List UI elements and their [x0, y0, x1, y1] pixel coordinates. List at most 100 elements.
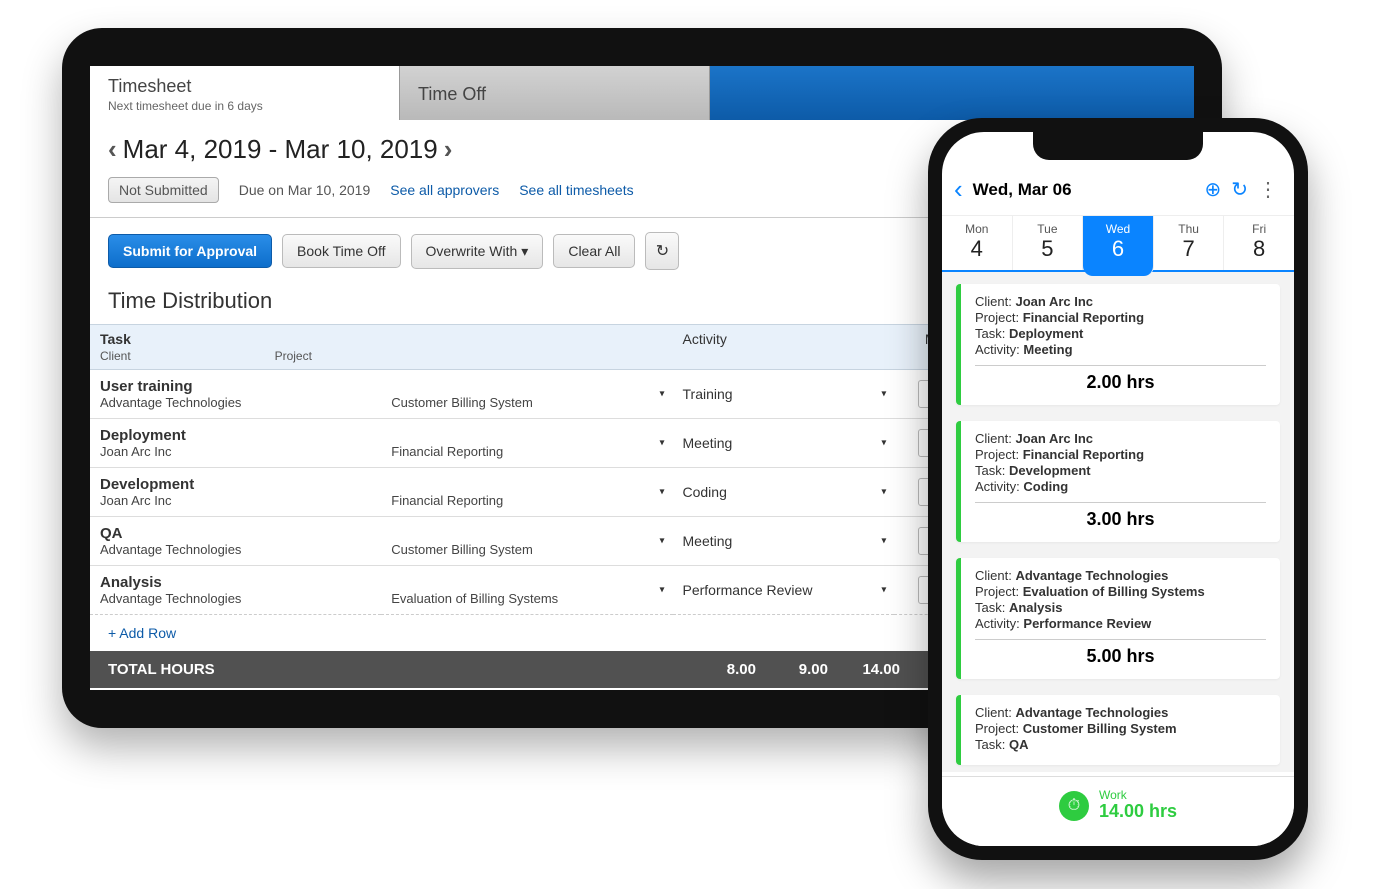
- phone-date-title: Wed, Mar 06: [973, 180, 1195, 200]
- entry-task: Task: Analysis: [975, 600, 1266, 615]
- refresh-icon: ↻: [656, 241, 669, 261]
- task-project: Customer Billing System: [391, 542, 662, 557]
- see-timesheets-link[interactable]: See all timesheets: [519, 182, 633, 198]
- day-cell[interactable]: Mon4: [942, 216, 1013, 270]
- entry-activity: Activity: Performance Review: [975, 616, 1266, 631]
- task-dropdown-icon[interactable]: ▾: [659, 438, 664, 449]
- activity-dropdown-icon[interactable]: ▾: [881, 487, 886, 498]
- total-day-1: 8.00: [698, 661, 770, 678]
- activity-dropdown-icon[interactable]: ▾: [881, 438, 886, 449]
- due-text: Due on Mar 10, 2019: [239, 182, 371, 198]
- footer-text: Work 14.00 hrs: [1099, 789, 1177, 822]
- activity-dropdown-icon[interactable]: ▾: [881, 389, 886, 400]
- day-abbr: Fri: [1224, 222, 1294, 236]
- refresh-button[interactable]: ↻: [645, 232, 679, 270]
- entry-project: Project: Customer Billing System: [975, 721, 1266, 736]
- col-task-header: Task Client Project: [90, 325, 673, 370]
- totals-label: TOTAL HOURS: [100, 661, 698, 678]
- activity-dropdown-icon[interactable]: ▾: [881, 585, 886, 596]
- entry-client: Client: Advantage Technologies: [975, 568, 1266, 583]
- prev-period-icon[interactable]: ‹: [108, 134, 117, 165]
- entry-task: Task: QA: [975, 737, 1266, 752]
- phone-entries-list[interactable]: Client: Joan Arc Inc Project: Financial R…: [942, 272, 1294, 772]
- project-header-label: Project: [275, 349, 312, 363]
- entry-activity: Activity: Meeting: [975, 342, 1266, 357]
- entry-card[interactable]: Client: Advantage TechnologiesProject: C…: [956, 695, 1280, 765]
- task-project: Financial Reporting: [391, 493, 662, 508]
- day-num: 8: [1224, 236, 1294, 262]
- activity-value: Meeting: [683, 435, 733, 451]
- day-abbr: Wed: [1083, 222, 1153, 236]
- tab-subtitle: Next timesheet due in 6 days: [108, 99, 381, 113]
- tab-title: Timesheet: [108, 76, 381, 97]
- overwrite-with-button[interactable]: Overwrite With ▾: [411, 234, 544, 269]
- entry-client: Client: Advantage Technologies: [975, 705, 1266, 720]
- status-badge: Not Submitted: [108, 177, 219, 203]
- day-cell[interactable]: Thu7: [1154, 216, 1225, 270]
- day-abbr: Thu: [1154, 222, 1224, 236]
- caret-down-icon: ▾: [521, 243, 528, 260]
- back-icon[interactable]: ‹: [954, 174, 963, 205]
- task-name: Analysis: [100, 574, 371, 591]
- add-icon[interactable]: ⊕: [1204, 177, 1221, 202]
- entry-activity: Activity: Coding: [975, 479, 1266, 494]
- entry-card[interactable]: Client: Joan Arc IncProject: Financial R…: [956, 421, 1280, 542]
- tab-timesheet[interactable]: Timesheet Next timesheet due in 6 days: [90, 66, 400, 120]
- task-name: Deployment: [100, 427, 371, 444]
- task-name: Development: [100, 476, 371, 493]
- day-num: 4: [942, 236, 1012, 262]
- total-day-2: 9.00: [770, 661, 842, 678]
- activity-dropdown-icon[interactable]: ▾: [881, 536, 886, 547]
- task-project: Financial Reporting: [391, 444, 662, 459]
- entry-card[interactable]: Client: Joan Arc IncProject: Financial R…: [956, 284, 1280, 405]
- entry-task: Task: Development: [975, 463, 1266, 478]
- entry-hours: 5.00 hrs: [975, 646, 1266, 667]
- client-header-label: Client: [100, 349, 131, 363]
- phone-device-frame: ‹ Wed, Mar 06 ⊕ ↻ ⋮ Mon4Tue5Wed6Thu7Fri8…: [928, 118, 1308, 860]
- timer-icon[interactable]: ⏱: [1059, 791, 1089, 821]
- total-day-3: 14.00: [842, 661, 914, 678]
- activity-value: Coding: [683, 484, 727, 500]
- day-strip: Mon4Tue5Wed6Thu7Fri8: [942, 215, 1294, 272]
- day-cell[interactable]: Tue5: [1013, 216, 1084, 270]
- book-time-off-button[interactable]: Book Time Off: [282, 234, 400, 268]
- task-client: Joan Arc Inc: [100, 493, 371, 508]
- task-dropdown-icon[interactable]: ▾: [659, 389, 664, 400]
- task-client: Joan Arc Inc: [100, 444, 371, 459]
- tab-time-off[interactable]: Time Off: [400, 66, 710, 120]
- phone-notch: [1033, 132, 1203, 160]
- submit-approval-button[interactable]: Submit for Approval: [108, 234, 272, 268]
- activity-value: Performance Review: [683, 582, 813, 598]
- task-name: QA: [100, 525, 371, 542]
- day-num: 7: [1154, 236, 1224, 262]
- day-cell[interactable]: Wed6: [1083, 216, 1154, 276]
- task-client: Advantage Technologies: [100, 395, 371, 410]
- period-range: Mar 4, 2019 - Mar 10, 2019: [123, 134, 438, 165]
- day-num: 5: [1013, 236, 1083, 262]
- entry-project: Project: Financial Reporting: [975, 310, 1266, 325]
- task-dropdown-icon[interactable]: ▾: [659, 487, 664, 498]
- day-abbr: Tue: [1013, 222, 1083, 236]
- more-icon[interactable]: ⋮: [1258, 177, 1278, 202]
- col-activity-header: Activity: [673, 325, 895, 370]
- task-dropdown-icon[interactable]: ▾: [659, 536, 664, 547]
- entry-card[interactable]: Client: Advantage TechnologiesProject: E…: [956, 558, 1280, 679]
- see-approvers-link[interactable]: See all approvers: [390, 182, 499, 198]
- phone-footer: ⏱ Work 14.00 hrs: [942, 776, 1294, 846]
- overwrite-label: Overwrite With: [426, 243, 518, 259]
- task-client: Advantage Technologies: [100, 542, 371, 557]
- task-client: Advantage Technologies: [100, 591, 371, 606]
- tab-title: Time Off: [418, 84, 691, 105]
- day-cell[interactable]: Fri8: [1224, 216, 1294, 270]
- refresh-icon[interactable]: ↻: [1231, 177, 1248, 202]
- task-dropdown-icon[interactable]: ▾: [659, 585, 664, 596]
- entry-hours: 2.00 hrs: [975, 372, 1266, 393]
- next-period-icon[interactable]: ›: [444, 134, 453, 165]
- entry-client: Client: Joan Arc Inc: [975, 431, 1266, 446]
- task-project: Evaluation of Billing Systems: [391, 591, 662, 606]
- task-project: Customer Billing System: [391, 395, 662, 410]
- footer-hours: 14.00 hrs: [1099, 802, 1177, 822]
- clear-all-button[interactable]: Clear All: [553, 234, 635, 268]
- tabs-bar: Timesheet Next timesheet due in 6 days T…: [90, 66, 1194, 120]
- day-num: 6: [1083, 236, 1153, 262]
